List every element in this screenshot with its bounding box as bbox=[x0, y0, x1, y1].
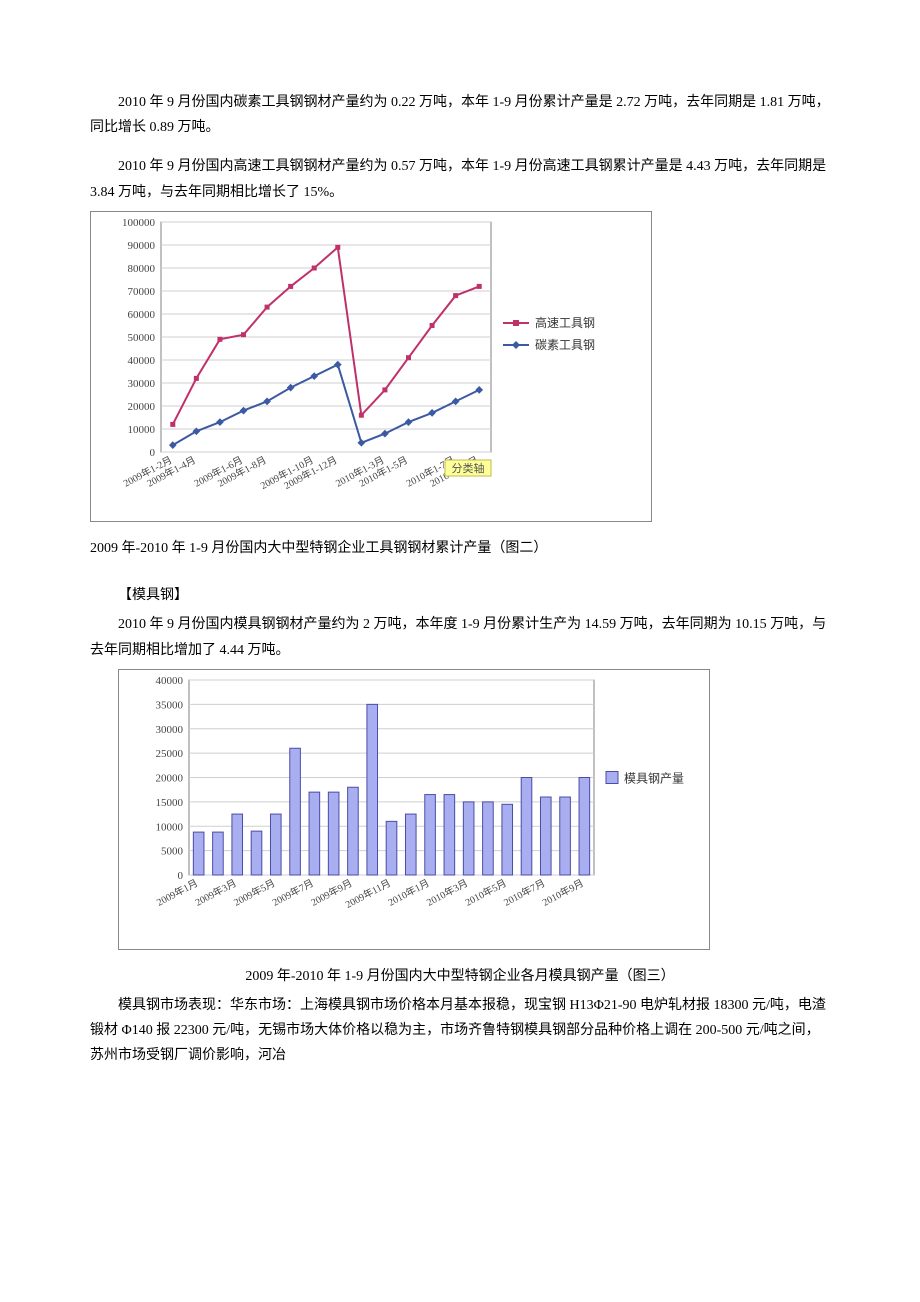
svg-text:5000: 5000 bbox=[161, 845, 184, 857]
svg-text:80000: 80000 bbox=[128, 263, 156, 275]
paragraph-carbon-steel: 2010 年 9 月份国内碳素工具钢钢材产量约为 0.22 万吨，本年 1-9 … bbox=[90, 90, 830, 140]
svg-text:碳素工具钢: 碳素工具钢 bbox=[535, 338, 595, 352]
svg-text:50000: 50000 bbox=[128, 332, 156, 344]
svg-text:20000: 20000 bbox=[156, 772, 184, 784]
svg-text:60000: 60000 bbox=[128, 309, 156, 321]
svg-text:0: 0 bbox=[150, 447, 156, 459]
svg-text:30000: 30000 bbox=[128, 378, 156, 390]
paragraph-market: 模具钢市场表现：华东市场：上海模具钢市场价格本月基本报稳，现宝钢 H13Φ21-… bbox=[90, 993, 830, 1069]
svg-text:70000: 70000 bbox=[128, 286, 156, 298]
section-header-die-steel: 【模具钢】 bbox=[90, 583, 830, 608]
line-chart-tool-steel: 0 10000 20000 30000 40000 50000 60000 70000 8000… bbox=[90, 211, 830, 522]
svg-text:15000: 15000 bbox=[156, 797, 184, 809]
svg-text:分类轴: 分类轴 bbox=[452, 461, 485, 475]
svg-text:20000: 20000 bbox=[128, 401, 156, 413]
svg-text:40000: 40000 bbox=[156, 675, 184, 687]
svg-text:25000: 25000 bbox=[156, 748, 184, 760]
svg-text:35000: 35000 bbox=[156, 699, 184, 711]
svg-text:10000: 10000 bbox=[156, 821, 184, 833]
paragraph-highspeed-steel: 2010 年 9 月份国内高速工具钢钢材产量约为 0.57 万吨，本年 1-9 … bbox=[90, 154, 830, 204]
caption-chart1: 2009 年-2010 年 1-9 月份国内大中型特钢企业工具钢钢材累计产量（图… bbox=[90, 536, 830, 561]
svg-text:30000: 30000 bbox=[156, 723, 184, 735]
svg-text:90000: 90000 bbox=[128, 240, 156, 252]
svg-text:40000: 40000 bbox=[128, 355, 156, 367]
svg-text:10000: 10000 bbox=[128, 424, 156, 436]
svg-text:高速工具钢: 高速工具钢 bbox=[535, 315, 595, 330]
bar-chart-die-steel: 0 5000 10000 15000 20000 25000 30000 35000 40000… bbox=[118, 669, 830, 950]
paragraph-die-steel: 2010 年 9 月份国内模具钢钢材产量约为 2 万吨，本年度 1-9 月份累计… bbox=[90, 612, 830, 662]
svg-text:模具钢产量: 模具钢产量 bbox=[624, 771, 684, 785]
svg-text:0: 0 bbox=[178, 870, 184, 882]
svg-text:100000: 100000 bbox=[122, 217, 156, 229]
caption-chart2: 2009 年-2010 年 1-9 月份国内大中型特钢企业各月模具钢产量（图三） bbox=[90, 964, 830, 989]
